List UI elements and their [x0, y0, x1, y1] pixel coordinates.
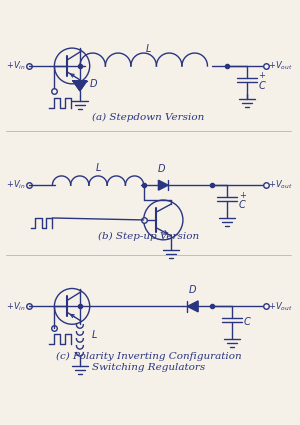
Text: $+V_{in}$: $+V_{in}$ — [6, 179, 26, 191]
Text: $+V_{in}$: $+V_{in}$ — [6, 300, 26, 313]
Text: D: D — [158, 164, 165, 174]
Text: L: L — [146, 44, 151, 54]
Text: $+V_{out}$: $+V_{out}$ — [268, 60, 293, 72]
Text: C: C — [259, 81, 265, 91]
Text: C: C — [244, 317, 250, 327]
Text: $+V_{in}$: $+V_{in}$ — [6, 60, 26, 72]
Text: D: D — [189, 286, 196, 295]
Polygon shape — [73, 81, 87, 91]
Text: (c) Polarity Inverting Configuration
Switching Regulators: (c) Polarity Inverting Configuration Swi… — [56, 351, 242, 372]
Text: L: L — [95, 163, 101, 173]
Text: C: C — [239, 200, 246, 210]
Text: (b) Step-up Version: (b) Step-up Version — [98, 232, 199, 241]
Text: D: D — [90, 79, 97, 89]
Polygon shape — [158, 180, 168, 190]
Text: $+V_{out}$: $+V_{out}$ — [268, 179, 293, 191]
Text: (a) Stepdown Version: (a) Stepdown Version — [92, 113, 205, 122]
Text: $+V_{out}$: $+V_{out}$ — [268, 300, 293, 313]
Polygon shape — [187, 301, 198, 312]
Text: +: + — [259, 71, 266, 80]
Text: L: L — [92, 330, 97, 340]
Text: +: + — [239, 191, 246, 200]
